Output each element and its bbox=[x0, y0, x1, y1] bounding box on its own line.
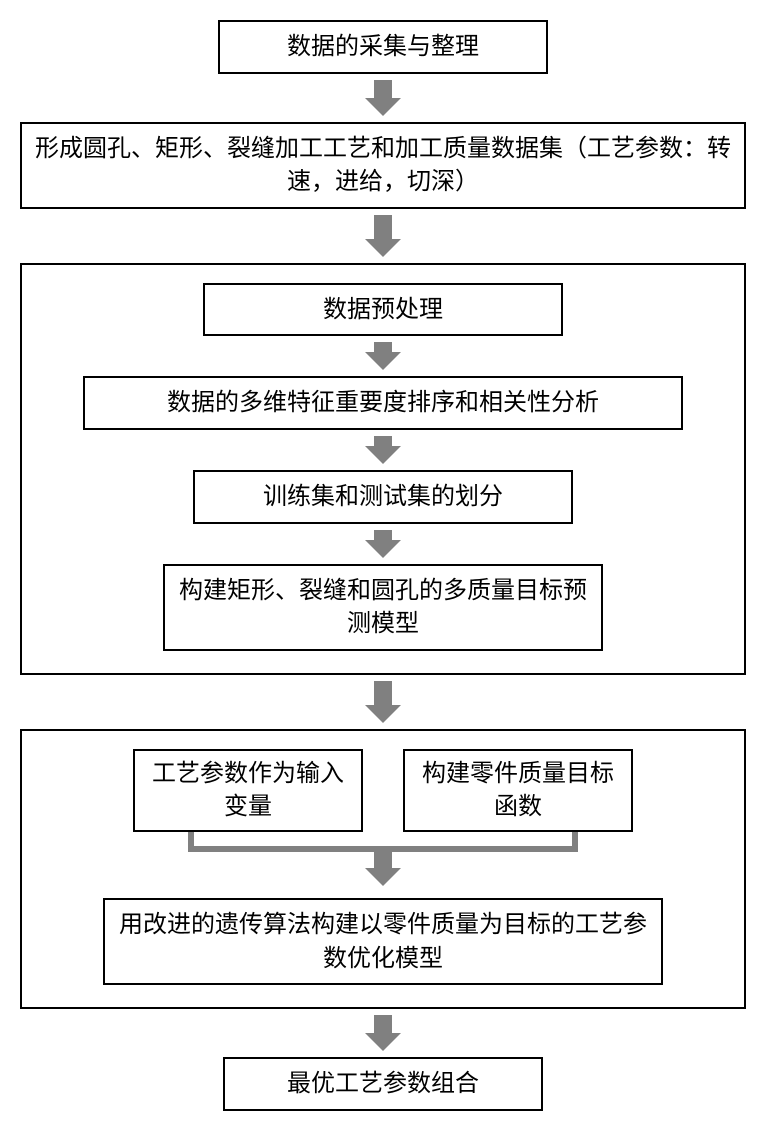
step-label: 构建矩形、裂缝和圆孔的多质量目标预测模型 bbox=[179, 577, 587, 638]
arrow-down bbox=[20, 80, 746, 116]
flowchart: 数据的采集与整理 形成圆孔、矩形、裂缝加工工艺和加工质量数据集（工艺参数：转速，… bbox=[20, 20, 746, 1111]
step-build-prediction-model: 构建矩形、裂缝和圆孔的多质量目标预测模型 bbox=[163, 564, 603, 651]
parallel-inputs: 工艺参数作为输入变量 构建零件质量目标函数 bbox=[82, 749, 684, 832]
step-label: 数据的采集与整理 bbox=[287, 33, 479, 60]
step-ga-optimization-model: 用改进的遗传算法构建以零件质量为目标的工艺参数优化模型 bbox=[103, 898, 663, 985]
group-optimization: 工艺参数作为输入变量 构建零件质量目标函数 用改进的遗传算法构建以零件质量为目标… bbox=[20, 729, 746, 1009]
step-feature-analysis: 数据的多维特征重要度排序和相关性分析 bbox=[83, 376, 683, 430]
arrow-down bbox=[52, 436, 714, 464]
step-label: 数据的多维特征重要度排序和相关性分析 bbox=[167, 389, 599, 416]
step-quality-objective: 构建零件质量目标函数 bbox=[403, 749, 633, 832]
step-label: 最优工艺参数组合 bbox=[287, 1070, 479, 1097]
step-data-collection: 数据的采集与整理 bbox=[218, 20, 548, 74]
step-process-params-input: 工艺参数作为输入变量 bbox=[133, 749, 363, 832]
step-preprocessing: 数据预处理 bbox=[203, 283, 563, 337]
step-label: 工艺参数作为输入变量 bbox=[152, 760, 344, 821]
step-label: 训练集和测试集的划分 bbox=[263, 483, 503, 510]
arrow-down bbox=[20, 1015, 746, 1051]
group-modeling: 数据预处理 数据的多维特征重要度排序和相关性分析 训练集和测试集的划分 构建矩形… bbox=[20, 263, 746, 675]
arrow-down bbox=[20, 215, 746, 257]
step-label: 用改进的遗传算法构建以零件质量为目标的工艺参数优化模型 bbox=[119, 911, 647, 972]
step-label: 数据预处理 bbox=[323, 296, 443, 323]
arrow-down bbox=[52, 530, 714, 558]
step-train-test-split: 训练集和测试集的划分 bbox=[193, 470, 573, 524]
merge-connector bbox=[82, 832, 684, 892]
step-label: 形成圆孔、矩形、裂缝加工工艺和加工质量数据集（工艺参数：转速，进给，切深） bbox=[35, 135, 731, 196]
arrow-down bbox=[20, 681, 746, 723]
step-label: 构建零件质量目标函数 bbox=[422, 760, 614, 821]
step-dataset-formation: 形成圆孔、矩形、裂缝加工工艺和加工质量数据集（工艺参数：转速，进给，切深） bbox=[20, 122, 746, 209]
arrow-down bbox=[52, 342, 714, 370]
step-optimal-params: 最优工艺参数组合 bbox=[223, 1057, 543, 1111]
